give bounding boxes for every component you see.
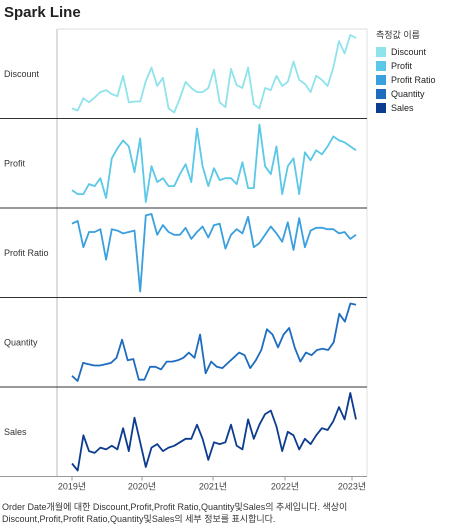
legend-label: Quantity [391,89,425,99]
series-line [71,302,357,382]
row-label: Quantity [4,337,38,347]
caption-line-1: Order Date개월에 대한 Discount,Profit,Profit … [2,502,348,512]
legend-item: Sales [376,101,436,115]
row-labels: Discount Profit Profit Ratio Quantity Sales [4,69,49,437]
legend-item: Profit Ratio [376,73,436,87]
series-line [71,34,357,114]
caption-line-2: Discount,Profit,Profit Ratio,Quantity및Sa… [2,514,276,524]
legend-swatch [376,61,386,71]
legend-swatch [376,47,386,57]
chart-frame [0,28,368,477]
row-label: Profit Ratio [4,248,49,258]
legend-label: Profit [391,61,413,71]
row-label: Profit [4,158,26,168]
x-tick-label: 2021년 [199,482,227,492]
series-line [71,392,357,472]
legend-swatch [376,89,386,99]
legend-title: 측정값 이름 [376,30,420,40]
legend-item: Quantity [376,87,436,101]
series-lines [71,34,357,472]
legend-swatch [376,75,386,85]
x-tick-label: 2022년 [271,482,299,492]
series-line [71,213,357,293]
series-line [71,123,357,203]
x-tick-label: 2019년 [58,482,86,492]
chart-caption: Order Date개월에 대한 Discount,Profit,Profit … [2,501,474,525]
legend-item: Profit [376,59,436,73]
x-tick-label: 2020년 [128,482,156,492]
legend-swatch [376,103,386,113]
legend-label: Profit Ratio [391,75,436,85]
legend-label: Sales [391,103,414,113]
row-label: Discount [4,69,40,79]
chart-title: Spark Line [4,4,81,21]
x-axis: 2019년 2020년 2021년 2022년 2023년 [58,476,366,492]
legend-item: Discount [376,45,436,59]
legend-label: Discount [391,47,427,57]
x-tick-label: 2023년 [338,482,366,492]
legend: 측정값 이름 Discount Profit Profit Ratio Quantit… [376,28,436,115]
row-label: Sales [4,427,27,437]
